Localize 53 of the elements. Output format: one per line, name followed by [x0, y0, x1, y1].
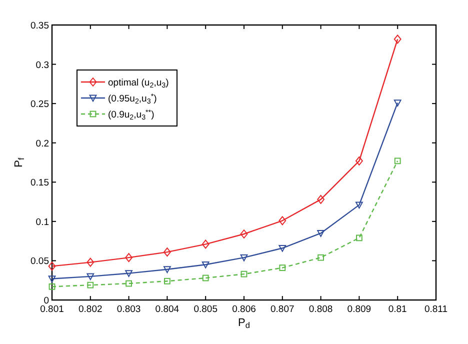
x-tick-label: 0.801 — [40, 304, 64, 315]
point — [86, 273, 94, 280]
x-tick-label: 0.809 — [347, 304, 372, 315]
x-tick-label: 0.811 — [424, 304, 448, 315]
point — [356, 156, 363, 166]
legend-label: optimal (u$_{2}$,u$_{3}$) — [108, 78, 169, 90]
point — [356, 234, 362, 242]
y-tick-label: 0.15 — [30, 178, 49, 189]
point — [318, 254, 324, 261]
point — [48, 262, 56, 271]
x-axis-title: P$_{d}$ — [238, 317, 250, 330]
point — [317, 230, 324, 237]
x-tick-label: 0.805 — [194, 304, 218, 315]
x-tick-label: 0.802 — [78, 304, 102, 315]
point — [86, 258, 94, 267]
point — [164, 266, 171, 274]
x-tick-label: 0.804 — [155, 304, 180, 315]
point — [202, 261, 210, 268]
y-tick-label: 0.2 — [36, 138, 49, 150]
point — [48, 276, 56, 282]
point — [202, 240, 210, 249]
x-tick-label: 0.806 — [232, 304, 256, 315]
point — [164, 278, 170, 284]
point — [125, 253, 132, 262]
y-tick-label: 0 — [44, 296, 49, 306]
point — [202, 274, 209, 282]
point — [279, 264, 286, 271]
point — [394, 158, 401, 164]
point — [317, 194, 324, 204]
point — [356, 202, 363, 209]
x-tick-label: 0.807 — [270, 304, 294, 315]
legend-label: (0.95u$_{2}$,u$_{3}$$^{*}$) — [108, 92, 157, 106]
point — [240, 270, 248, 278]
point — [394, 34, 402, 44]
point — [48, 283, 56, 290]
y-tick-label: 0.3 — [36, 60, 49, 71]
x-tick-label: 0.808 — [308, 304, 333, 315]
point — [240, 254, 248, 262]
point — [240, 230, 248, 238]
point — [126, 280, 132, 287]
y-tick-label: 0.05 — [30, 256, 49, 268]
point — [87, 282, 94, 288]
x-tick-label: 0.81 — [388, 304, 407, 315]
point — [164, 248, 171, 257]
point — [394, 100, 402, 106]
point — [125, 270, 132, 277]
legend-label: (0.9u$_{2}$,u$_{3}$$^{**}$) — [108, 108, 154, 122]
x-tick-label: 0.803 — [116, 304, 141, 315]
y-tick-label: 0.25 — [30, 99, 49, 110]
y-tick-label: 0.1 — [36, 216, 49, 228]
y-tick-label: 0.35 — [30, 20, 49, 32]
point — [278, 216, 286, 226]
point — [278, 244, 286, 252]
